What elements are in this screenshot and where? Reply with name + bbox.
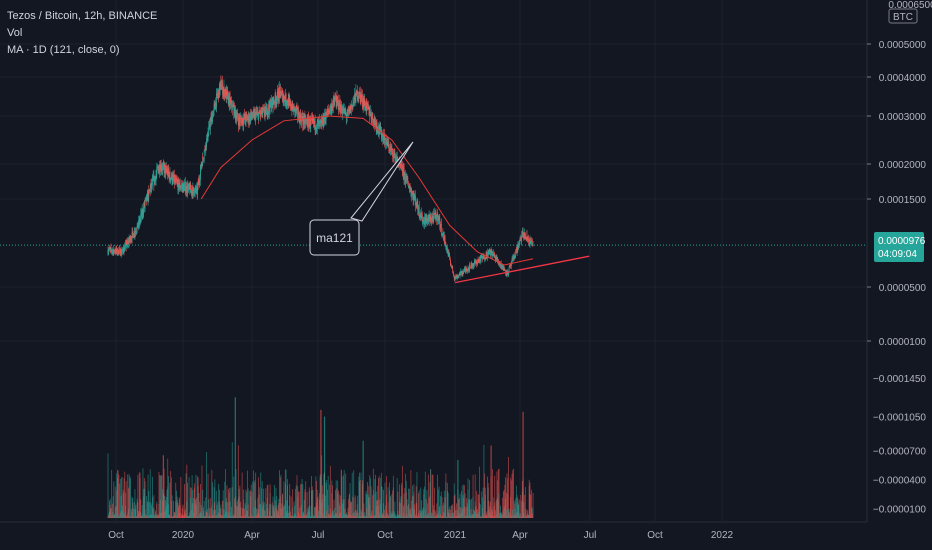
volume-peak-bar <box>320 409 322 518</box>
price-tick-label: 0.0004000 <box>879 73 927 84</box>
time-tick-label: Oct <box>108 530 124 541</box>
volume-peak-bar <box>362 440 364 518</box>
volume-bars <box>107 397 534 518</box>
support-trendline[interactable] <box>454 255 590 284</box>
price-tick-label: 0.0001500 <box>879 195 927 206</box>
time-tick-label: 2021 <box>444 530 467 541</box>
volume-tick-label: −0.0000700 <box>873 446 927 457</box>
callout-text: ma121 <box>316 231 353 245</box>
price-tick-label: 0.0000100 <box>879 337 927 348</box>
volume-tick-label: −0.0001050 <box>873 413 927 424</box>
time-tick-label: Jul <box>312 530 325 541</box>
annotation-callout[interactable]: ma121 <box>309 141 414 256</box>
currency-badge: BTC 0.0006500 <box>888 0 932 24</box>
time-axis[interactable]: Oct 2020 Apr Jul Oct 2021 Apr Jul Oct 2022 <box>108 530 733 541</box>
time-tick-label: Apr <box>244 530 260 541</box>
svg-text:0.0006500: 0.0006500 <box>888 0 932 11</box>
ma-legend[interactable]: MA · 1D (121, close, 0) <box>7 44 120 56</box>
time-tick-label: Apr <box>512 530 528 541</box>
price-countdown: 04:09:04 <box>878 249 917 260</box>
volume-peak-bar <box>490 445 492 518</box>
svg-text:BTC: BTC <box>893 12 913 23</box>
callout-pointer <box>350 141 414 222</box>
time-tick-label: 2022 <box>711 530 734 541</box>
volume-peak-bar <box>522 411 524 518</box>
callout-box <box>309 219 360 256</box>
time-tick-label: Jul <box>584 530 597 541</box>
price-tick-label: 0.0002000 <box>879 160 927 171</box>
price-tick-label: 0.0000500 <box>879 283 927 294</box>
time-tick-label: Oct <box>647 530 663 541</box>
grid <box>0 0 867 522</box>
volume-peak-bar <box>323 416 326 518</box>
volume-peak-bar <box>234 397 236 518</box>
ma121-line <box>200 115 534 266</box>
volume-peak-bar <box>162 455 164 518</box>
volume-peak-bar <box>457 460 459 518</box>
volume-tick-label: −0.0000100 <box>873 504 927 515</box>
price-axis[interactable]: 0.0005000 0.0004000 0.0003000 0.0002000 0.00… <box>867 40 926 515</box>
current-price-tag: 0.0000976 04:09:04 <box>874 232 926 262</box>
price-tick-label: 0.0003000 <box>879 112 927 123</box>
price-candles <box>107 75 534 282</box>
symbol-title[interactable]: Tezos / Bitcoin, 12h, BINANCE <box>7 10 158 22</box>
volume-tick-label: −0.0001450 <box>873 374 927 385</box>
current-price-value: 0.0000976 <box>878 236 926 247</box>
time-tick-label: Oct <box>377 530 393 541</box>
time-tick-label: 2020 <box>172 530 195 541</box>
volume-tick-label: −0.0000400 <box>873 475 927 486</box>
price-tick-label: 0.0005000 <box>879 40 927 51</box>
volume-legend[interactable]: Vol <box>7 27 23 39</box>
